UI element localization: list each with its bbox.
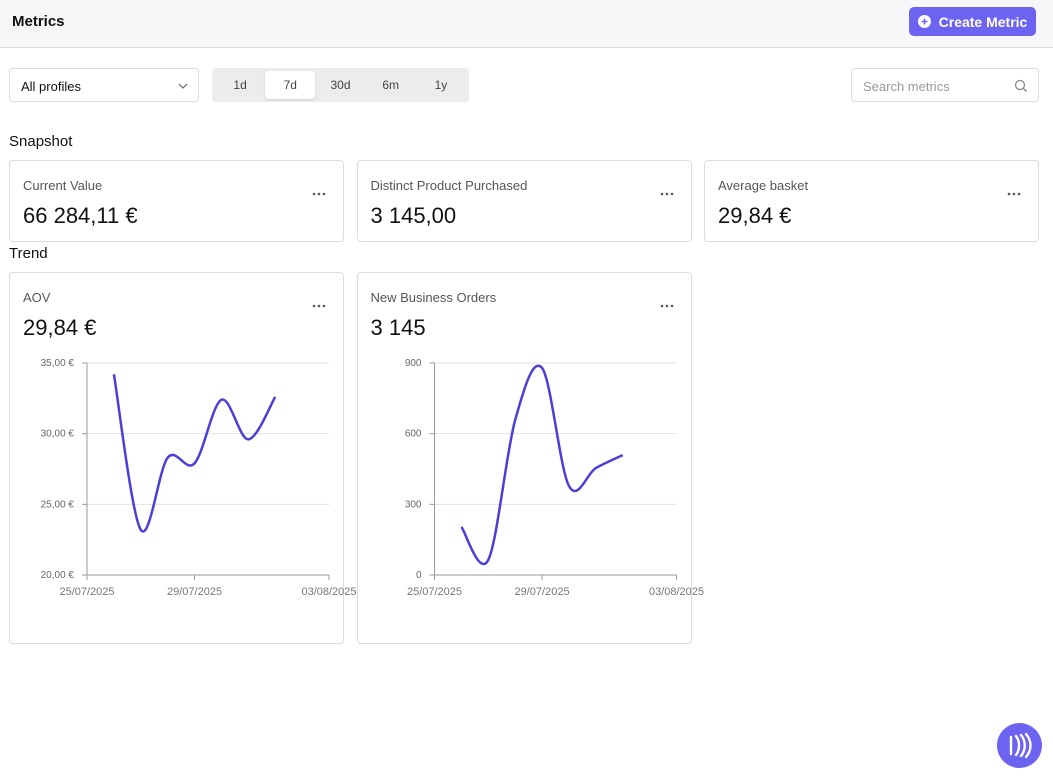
header <box>0 0 1053 48</box>
section-title: Snapshot <box>9 133 73 150</box>
search-input[interactable]: Search metrics <box>851 68 1039 102</box>
page-title: Metrics <box>12 13 65 30</box>
more-menu[interactable] <box>312 295 326 313</box>
assistant-icon <box>1009 732 1032 759</box>
card-label: New Business Orders <box>370 290 497 305</box>
profile-select[interactable]: All profiles <box>9 68 199 102</box>
card-label: AOV <box>23 290 51 305</box>
card-value: 29,84 € <box>718 203 792 228</box>
card-value: 29,84 € <box>23 315 97 340</box>
plus-icon <box>917 15 931 28</box>
more-menu[interactable] <box>312 183 326 201</box>
metric-card: New Business Orders 3 145 <box>356 272 692 644</box>
more-menu[interactable] <box>660 183 674 201</box>
search-placeholder: Search metrics <box>863 79 950 94</box>
search-icon <box>1014 79 1027 92</box>
range-option[interactable]: 1y <box>434 78 448 92</box>
section-title: Trend <box>9 245 48 262</box>
button-label: Create Metric <box>938 13 1028 30</box>
metric-card: Distinct Product Purchased 3 145,00 <box>356 160 692 242</box>
card-value: 3 145,00 <box>370 203 457 228</box>
chevron <box>178 83 188 89</box>
metric-card: Current Value 66 284,11 € <box>9 160 344 242</box>
card-label: Distinct Product Purchased <box>370 178 528 193</box>
range-option[interactable]: 6m <box>382 78 400 92</box>
more-menu[interactable] <box>660 295 674 313</box>
range-option[interactable]: 30d <box>330 78 351 92</box>
range-option[interactable]: 1d <box>233 78 247 92</box>
select-value: All profiles <box>21 79 81 94</box>
range-selector: 1d 7d 30d 6m 1y <box>212 68 469 102</box>
card-value: 66 284,11 € <box>23 203 138 228</box>
assistant-button[interactable] <box>997 723 1042 768</box>
create-metric-button[interactable]: Create Metric <box>909 7 1036 36</box>
card-value: 3 145 <box>370 315 426 340</box>
metric-card: Average basket 29,84 € <box>704 160 1039 242</box>
more-menu[interactable] <box>1007 183 1021 201</box>
metric-card: AOV 29,84 € <box>9 272 344 644</box>
card-label: Current Value <box>23 178 103 193</box>
range-option[interactable]: 7d <box>265 71 316 99</box>
card-label: Average basket <box>718 178 809 193</box>
